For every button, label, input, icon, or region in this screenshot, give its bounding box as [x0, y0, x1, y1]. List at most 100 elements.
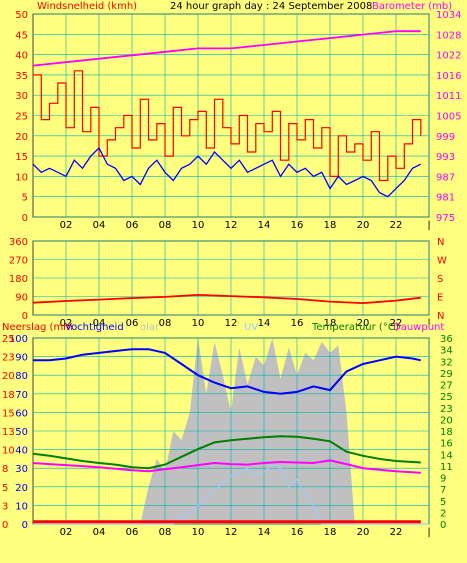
right-axis-tick: 1028: [436, 30, 461, 41]
barometer-line: [32, 30, 421, 67]
x-tick-label: 18: [324, 527, 337, 538]
label-humidity: Vochtigheid: [65, 322, 124, 333]
left-axis-tick: 35: [15, 71, 28, 82]
wind-barometer-panel: 02 04 06 08 10 12 14 16 18 20 22 | 0 5 10 15 20 25 30 35 40 4…: [15, 10, 461, 231]
humidity-axis-tick: 40: [15, 446, 28, 457]
label-temperature: Temperatuur (°C): [311, 322, 399, 333]
humidity-axis-tick: 60: [15, 408, 28, 419]
humidity-axis-tick: 30: [15, 464, 28, 475]
x-tick-label: 02: [60, 318, 73, 329]
left-axis-tick: 0: [22, 213, 28, 224]
header-right-title: Barometer (mb): [372, 1, 452, 12]
left-axis-tick: 25: [15, 112, 28, 123]
humidity-axis-tick: 100: [9, 334, 28, 345]
temperature-axis-tick: 29: [440, 369, 453, 380]
x-tick-label: 06: [126, 527, 139, 538]
x-tick-label: 06: [126, 318, 139, 329]
temperature-axis-tick: 0: [440, 520, 446, 531]
rain-axis-tick: 5: [2, 483, 8, 494]
temperature-axis-tick: 14: [440, 450, 453, 461]
humidity-axis-tick: 0: [22, 520, 28, 531]
rain-axis-tick: 20: [2, 371, 15, 382]
rain-axis-tick: 25: [2, 334, 15, 345]
x-tick-label: 12: [225, 318, 238, 329]
x-tick-label: 12: [225, 220, 238, 231]
x-tick-label: |: [427, 220, 430, 231]
x-tick-label: 16: [291, 220, 304, 231]
x-tick-label: 22: [390, 527, 403, 538]
wind-avg-line: [32, 146, 422, 198]
x-tick-label: 14: [258, 527, 271, 538]
x-tick-label: 10: [192, 220, 205, 231]
temperature-axis-tick: 2: [440, 508, 446, 519]
temperature-axis-tick: 23: [440, 404, 453, 415]
right-axis-tick: 999: [436, 132, 455, 143]
x-tick-label: 04: [93, 318, 106, 329]
x-tick-label: 22: [390, 318, 403, 329]
rain-humidity-temperature-panel: 02 04 06 08 10 12 14 16 18 20 22 |00103205308401050…: [2, 334, 453, 538]
left-axis-tick: 40: [15, 51, 28, 62]
left-axis-tick: 20: [15, 132, 28, 143]
rain-axis-tick: 15: [2, 408, 15, 419]
rain-axis-tick: 8: [2, 464, 8, 475]
right-axis-tick: 993: [436, 152, 455, 163]
x-tick-label: 16: [291, 527, 304, 538]
direction-compass-label: S: [437, 274, 443, 285]
direction-axis-tick: 180: [9, 274, 28, 285]
direction-compass-label: N: [437, 311, 444, 322]
left-axis-tick: 45: [15, 30, 28, 41]
direction-axis-tick: 0: [22, 311, 28, 322]
x-tick-label: 10: [192, 527, 205, 538]
x-tick-label: 22: [390, 220, 403, 231]
direction-axis-tick: 90: [15, 293, 28, 304]
rain-axis-tick: 0: [2, 520, 8, 531]
left-axis-tick: 50: [15, 10, 28, 21]
temperature-axis-tick: 18: [440, 427, 453, 438]
left-axis-tick: 15: [15, 152, 28, 163]
x-tick-label: 20: [357, 527, 370, 538]
temperature-axis-tick: 36: [440, 334, 453, 345]
temperature-axis-tick: 34: [440, 346, 453, 357]
wind-speed-line: [33, 70, 422, 182]
x-tick-label: 16: [291, 318, 304, 329]
right-axis-tick: 1005: [436, 112, 461, 123]
rain-axis-tick: 10: [2, 446, 15, 457]
direction-compass-label: E: [437, 293, 443, 304]
right-axis-tick: 1034: [436, 10, 461, 21]
header-center-title: 24 hour graph day : 24 September 2008: [170, 1, 372, 12]
x-tick-label: 08: [159, 220, 172, 231]
x-tick-label: 18: [324, 318, 337, 329]
right-axis-tick: 1022: [436, 51, 461, 62]
x-tick-label: 04: [93, 527, 106, 538]
temperature-line: [32, 435, 421, 470]
x-tick-label: 18: [324, 220, 337, 231]
x-tick-label: |: [427, 318, 430, 329]
header-left-title: Windsnelheid (kmh): [37, 1, 137, 12]
temperature-axis-tick: 20: [440, 415, 453, 426]
direction-axis-tick: 270: [9, 256, 28, 267]
left-axis-tick: 5: [22, 193, 28, 204]
temperature-axis-tick: 25: [440, 392, 453, 403]
right-axis-tick: 1011: [436, 91, 461, 102]
right-axis-tick: 981: [436, 193, 455, 204]
humidity-line: [33, 348, 422, 395]
left-axis-tick: 30: [15, 91, 28, 102]
uv-line: [33, 463, 429, 525]
humidity-axis-tick: 80: [15, 371, 28, 382]
x-tick-label: |: [427, 527, 430, 538]
label-dewpoint: Dauwpunt: [393, 322, 444, 333]
rain-axis-tick: 23: [2, 353, 15, 364]
x-tick-label: 14: [258, 318, 271, 329]
temperature-axis-tick: 11: [440, 462, 453, 473]
x-tick-label: 06: [126, 220, 139, 231]
x-tick-label: 12: [225, 527, 238, 538]
right-axis-tick: 1016: [436, 71, 461, 82]
x-tick-label: 20: [357, 318, 370, 329]
humidity-axis-tick: 10: [15, 501, 28, 512]
left-axis-tick: 10: [15, 172, 28, 183]
temperature-axis-tick: 9: [440, 474, 446, 485]
rain-axis-tick: 3: [2, 501, 8, 512]
x-tick-label: 14: [258, 220, 271, 231]
x-tick-label: 20: [357, 220, 370, 231]
